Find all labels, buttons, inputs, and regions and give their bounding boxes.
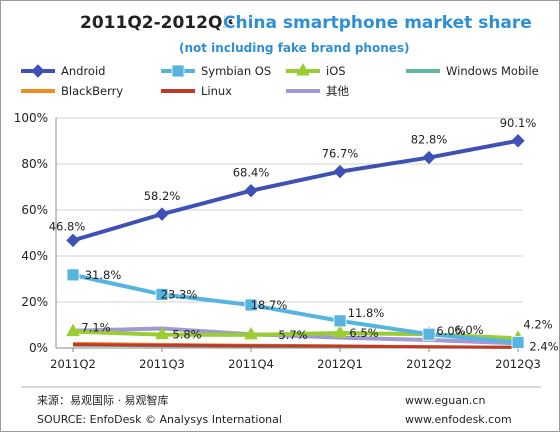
y-axis: 0% 20% 40% 60% 80% 100% <box>14 111 57 355</box>
legend-label: Linux <box>201 84 232 98</box>
data-label: 5.8% <box>172 328 201 342</box>
data-label: 46.8% <box>49 219 86 233</box>
data-point-diamond <box>31 64 45 78</box>
data-label: 82.8% <box>411 133 448 147</box>
y-tick-label: 40% <box>21 249 48 263</box>
footer-site-1: www.eguan.cn <box>405 394 485 407</box>
data-label: 68.4% <box>233 166 270 180</box>
data-label: 76.7% <box>322 147 359 161</box>
data-point-diamond <box>511 134 525 148</box>
data-point-triangle <box>155 326 169 340</box>
legend-item: 其他 <box>286 84 349 98</box>
footer-site-2: www.enfodesk.com <box>405 413 512 426</box>
data-point-diamond <box>155 207 169 221</box>
data-point-diamond <box>66 233 80 248</box>
data-point-diamond <box>333 164 347 179</box>
legend-item: Android <box>21 64 105 78</box>
data-label: 6.5% <box>349 326 378 340</box>
data-point-triangle <box>66 323 80 337</box>
legend-label: BlackBerry <box>61 84 123 98</box>
legend-label: Symbian OS <box>201 64 271 78</box>
series-line <box>72 138 519 243</box>
legend-label: 其他 <box>326 84 349 98</box>
legend-label: Android <box>61 64 105 78</box>
x-tick-label: 2011Q3 <box>139 357 185 371</box>
x-tick-label: 2012Q3 <box>495 357 541 371</box>
x-axis: 2011Q2 2011Q3 2011Q4 2012Q1 2012Q2 2012Q3 <box>50 348 541 371</box>
y-tick-label: 80% <box>21 157 48 171</box>
data-point-diamond <box>422 150 436 165</box>
data-label: 31.8% <box>85 268 122 282</box>
data-label: 6.0% <box>454 323 483 337</box>
x-tick-label: 2012Q1 <box>317 357 363 371</box>
legend: Android Symbian OS iOS Windows Mobile BlackB… <box>21 62 539 98</box>
data-point-square <box>244 298 258 312</box>
chart-title: 2011Q2-2012Q3 <box>80 13 234 33</box>
legend-label: iOS <box>326 64 346 78</box>
data-point-square <box>171 64 185 78</box>
legend-item: Linux <box>161 84 232 98</box>
x-tick-label: 2011Q2 <box>50 357 96 371</box>
x-tick-label: 2012Q2 <box>406 357 452 371</box>
data-label: 18.7% <box>251 298 288 312</box>
x-tick-label: 2011Q4 <box>228 357 274 371</box>
legend-item: Windows Mobile <box>406 64 539 78</box>
data-point-square <box>155 288 169 301</box>
data-label: 6.0% <box>436 324 465 338</box>
data-point-square <box>422 327 436 341</box>
legend-label: Windows Mobile <box>446 64 539 78</box>
legend-item: Symbian OS <box>161 64 271 78</box>
y-tick-label: 20% <box>21 295 48 309</box>
series-layer <box>66 134 525 349</box>
data-label: 23.3% <box>161 287 198 301</box>
y-tick-label: 0% <box>29 341 48 355</box>
data-point-square <box>511 336 525 349</box>
series-line <box>72 272 519 345</box>
data-label: 5.7% <box>278 328 307 342</box>
legend-item: BlackBerry <box>21 84 123 98</box>
footer-source-en: SOURCE: EnfoDesk © Analysys Internationa… <box>37 413 282 426</box>
data-point-triangle <box>296 62 310 76</box>
series-linux <box>72 343 519 349</box>
data-label: 58.2% <box>144 189 181 203</box>
y-tick-label: 60% <box>21 203 48 217</box>
series-line <box>72 343 519 349</box>
data-label: 11.8% <box>348 306 385 320</box>
chart-subtitle: (not including fake brand phones) <box>179 41 410 55</box>
chart-overlay-title: China smartphone market share <box>223 13 532 33</box>
data-labels: 46.8% 58.2% 68.4% 76.7% 82.8% 90.1% 31.8% 23.3%… <box>49 116 559 354</box>
data-label: 2.4% <box>529 339 558 353</box>
data-label: 4.2% <box>523 317 552 331</box>
legend-item: iOS <box>286 62 346 78</box>
data-label: 90.1% <box>500 116 537 130</box>
y-tick-label: 100% <box>14 111 48 125</box>
footer-source-cn: 来源：易观国际 · 易观智库 <box>37 393 169 407</box>
series-android <box>66 134 525 248</box>
series-symbian-os <box>66 268 525 349</box>
data-point-diamond <box>244 183 258 198</box>
data-point-square <box>333 314 347 328</box>
data-label: 7.1% <box>81 321 110 335</box>
data-point-triangle <box>333 325 347 338</box>
data-point-square <box>66 268 80 282</box>
data-point-triangle <box>244 326 258 340</box>
